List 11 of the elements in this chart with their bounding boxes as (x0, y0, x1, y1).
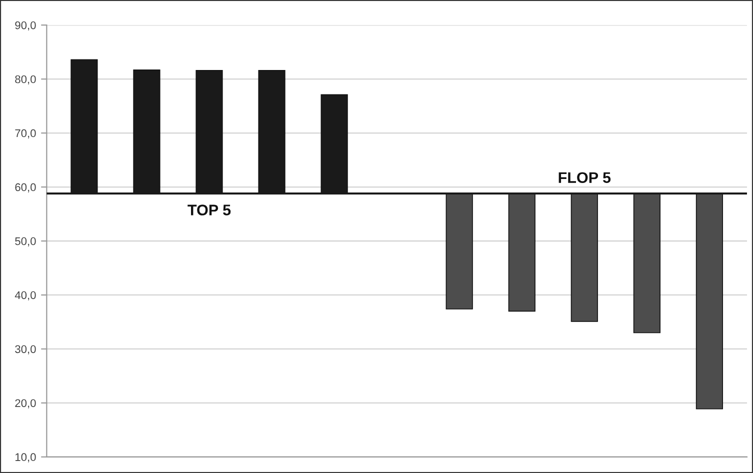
y-tick-label: 40,0 (14, 291, 36, 300)
annotation: FLOP 5 (558, 172, 611, 184)
y-tick-label: 20,0 (15, 399, 36, 408)
y-tick-label: 10,0 (15, 453, 36, 462)
y-tick-label: 80,0 (15, 75, 36, 84)
y-tick-label: 60,0 (15, 183, 36, 192)
annotation: TOP 5 (188, 204, 231, 216)
y-tick-label: 70,0 (15, 129, 36, 138)
y-tick-label: 30,0 (15, 345, 36, 354)
y-tick-label: 90,0 (15, 21, 36, 31)
y-tick-label: 50,0 (15, 237, 36, 246)
